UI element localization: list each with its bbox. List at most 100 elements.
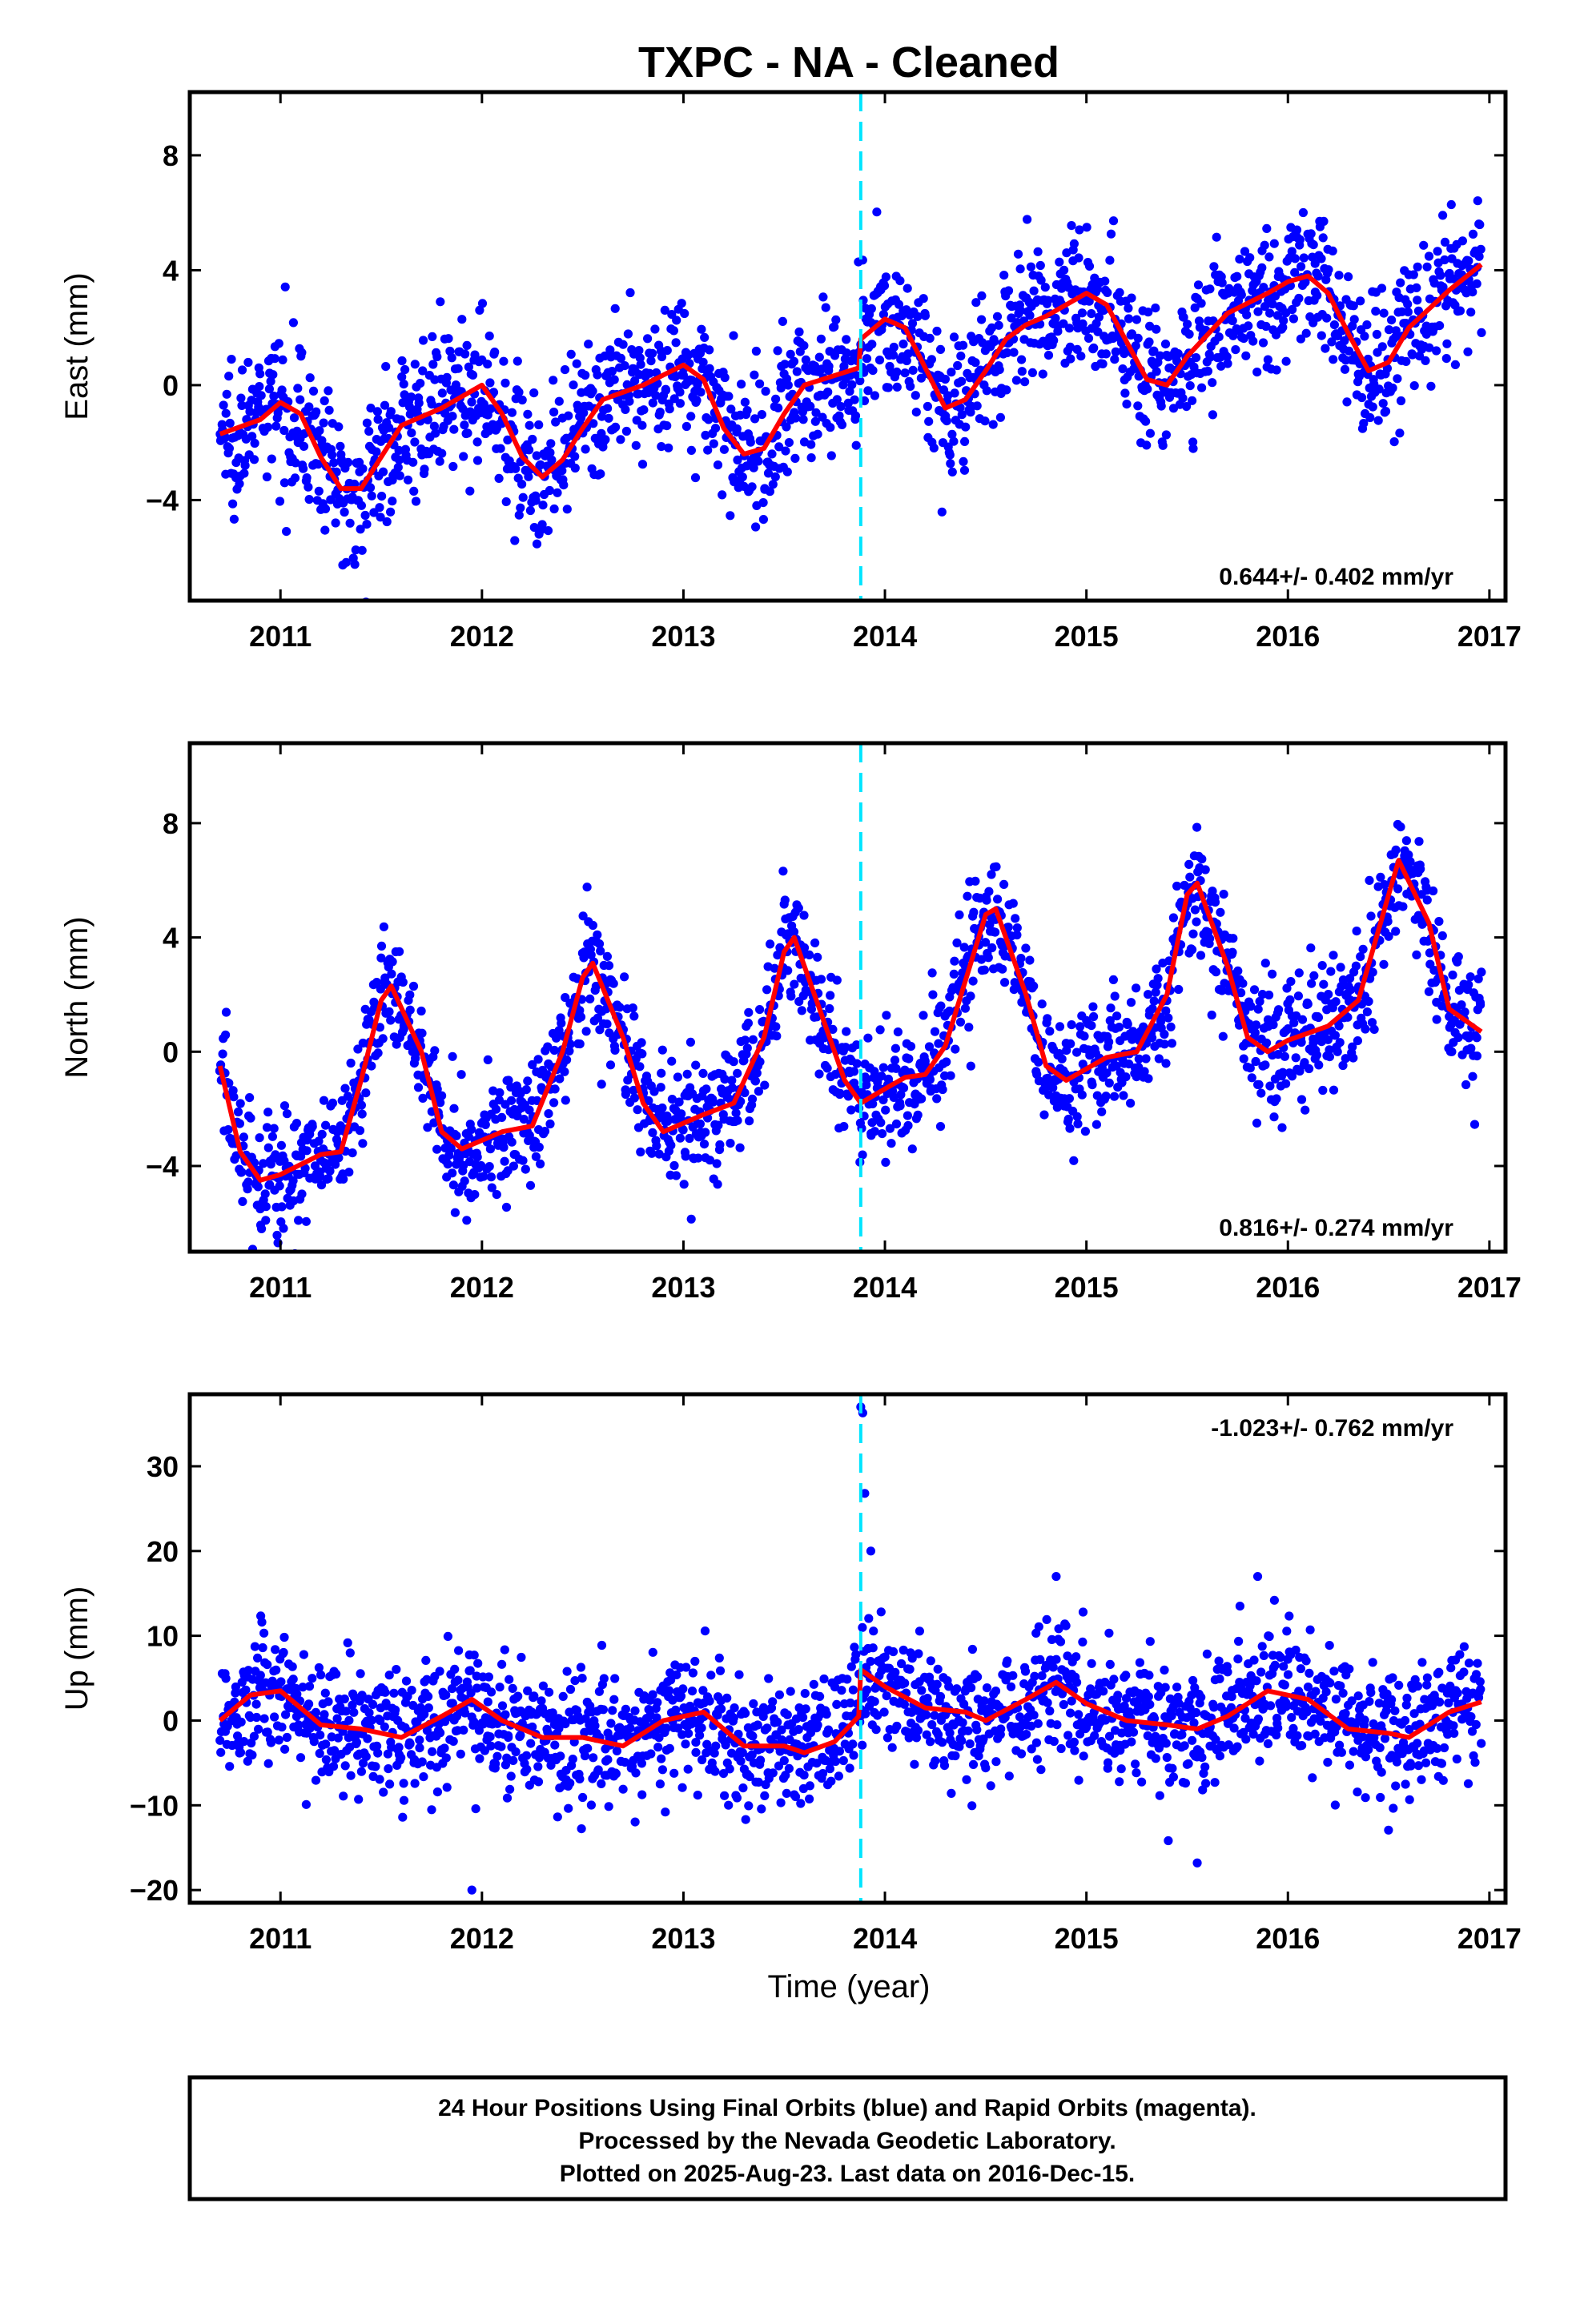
data-point xyxy=(534,1142,544,1152)
data-point xyxy=(278,355,287,364)
data-point xyxy=(786,349,795,359)
data-point xyxy=(661,385,671,395)
data-point xyxy=(1239,1054,1248,1063)
data-point xyxy=(341,1707,351,1716)
data-point xyxy=(549,407,559,417)
data-point xyxy=(483,1697,492,1707)
data-point xyxy=(972,1725,982,1735)
data-point xyxy=(935,1122,946,1132)
data-point xyxy=(1367,1018,1377,1027)
data-point xyxy=(1188,929,1198,939)
data-point xyxy=(1100,276,1110,286)
data-point xyxy=(472,437,482,447)
data-point xyxy=(311,1707,320,1717)
data-point xyxy=(947,368,956,377)
data-point xyxy=(708,1097,718,1107)
data-point xyxy=(1475,219,1485,230)
data-point xyxy=(1256,1088,1266,1098)
data-point xyxy=(679,1180,689,1189)
x-tick-label: 2011 xyxy=(249,1271,312,1304)
data-point xyxy=(308,1122,317,1132)
data-point xyxy=(263,1660,272,1670)
data-point xyxy=(317,436,327,445)
data-point xyxy=(264,384,274,394)
data-point xyxy=(279,1632,289,1642)
data-point xyxy=(516,503,525,513)
data-point xyxy=(1031,1738,1041,1747)
data-point xyxy=(719,444,730,454)
data-point xyxy=(747,1094,758,1104)
data-point xyxy=(671,1171,681,1180)
data-point xyxy=(361,1751,371,1761)
data-point xyxy=(405,1005,415,1015)
data-point xyxy=(236,1717,246,1727)
data-point xyxy=(779,1755,789,1766)
data-point xyxy=(700,1626,710,1636)
data-point xyxy=(1468,229,1478,239)
data-point xyxy=(858,1622,867,1632)
data-point xyxy=(738,472,747,482)
data-point xyxy=(1356,296,1365,306)
data-point xyxy=(532,451,541,460)
data-point xyxy=(889,1092,899,1102)
data-point xyxy=(1250,1027,1260,1038)
data-point xyxy=(841,1043,850,1052)
data-point xyxy=(460,1176,469,1186)
data-point xyxy=(664,443,673,452)
data-point xyxy=(1197,383,1207,392)
data-point xyxy=(698,357,708,367)
data-point xyxy=(241,1685,251,1695)
data-point xyxy=(388,957,397,967)
data-point xyxy=(564,1803,573,1813)
data-point xyxy=(1244,321,1253,331)
data-point xyxy=(657,1068,666,1078)
data-point xyxy=(979,1696,989,1706)
data-point xyxy=(720,1791,730,1800)
data-point xyxy=(1228,947,1237,957)
data-point xyxy=(1212,232,1221,242)
data-point xyxy=(677,1783,687,1792)
data-point xyxy=(1292,225,1302,235)
data-point xyxy=(371,1762,380,1771)
data-point xyxy=(1357,392,1367,403)
data-point xyxy=(565,1046,574,1055)
data-point xyxy=(770,472,780,482)
data-point xyxy=(662,421,672,431)
data-point xyxy=(1082,223,1091,232)
data-point xyxy=(1025,955,1035,965)
data-point xyxy=(304,495,314,505)
data-point xyxy=(1188,945,1197,955)
data-point xyxy=(302,473,312,483)
data-point xyxy=(257,1618,267,1627)
data-point xyxy=(1017,367,1027,376)
data-point xyxy=(1134,1054,1144,1063)
data-point xyxy=(683,1764,693,1774)
trend-line xyxy=(219,262,1483,492)
data-point xyxy=(762,1723,772,1733)
data-point xyxy=(972,401,982,411)
data-point xyxy=(1228,331,1238,340)
data-point xyxy=(267,1132,277,1141)
data-point xyxy=(1069,239,1079,248)
data-point xyxy=(279,1647,288,1658)
data-point xyxy=(311,1775,321,1785)
data-point xyxy=(960,1003,970,1013)
x-tick-label: 2015 xyxy=(1055,1271,1119,1304)
data-point xyxy=(243,1666,253,1675)
data-point xyxy=(524,472,533,481)
data-point xyxy=(1290,267,1300,277)
data-point xyxy=(799,1771,809,1780)
data-point xyxy=(967,1801,977,1811)
data-point xyxy=(522,1764,532,1774)
data-point xyxy=(346,1058,356,1068)
data-point xyxy=(584,340,593,349)
data-point xyxy=(1334,1021,1344,1031)
data-point xyxy=(671,1705,681,1715)
data-point xyxy=(940,374,950,384)
data-point xyxy=(486,1172,497,1182)
data-point xyxy=(299,464,308,473)
data-point xyxy=(876,1607,886,1617)
data-point xyxy=(448,1736,458,1746)
data-point xyxy=(521,1751,532,1760)
data-point xyxy=(243,1184,252,1194)
